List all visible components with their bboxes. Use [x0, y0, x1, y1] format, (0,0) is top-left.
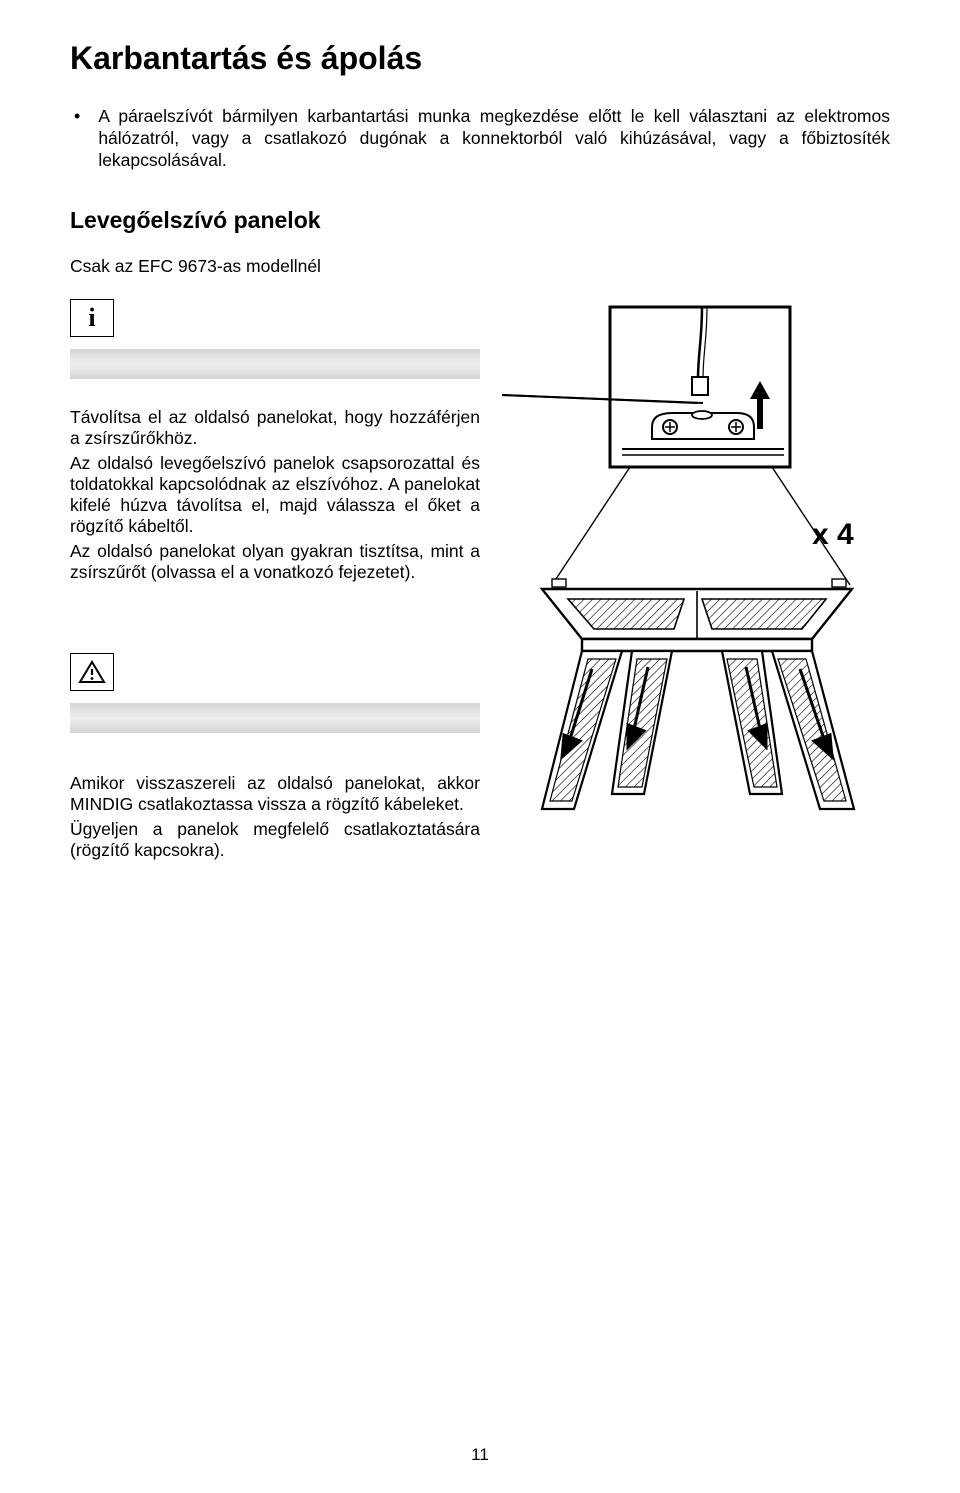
- inset-detail: [502, 307, 790, 467]
- paragraph-5: Ügyeljen a panelok megfelelő csatlakozta…: [70, 819, 480, 861]
- intro-bullet-text: A páraelszívót bármilyen karbantartási m…: [98, 105, 890, 171]
- info-icon-gradient-bar: [70, 349, 480, 379]
- warning-icon-gradient-bar: [70, 703, 480, 733]
- hood-body: [542, 579, 852, 651]
- x4-label: x 4: [812, 518, 854, 551]
- info-icon-box: i: [70, 299, 114, 337]
- paragraph-4: Amikor visszaszereli az oldalsó paneloka…: [70, 773, 480, 815]
- warning-icon: [78, 660, 106, 684]
- assembly-diagram: x 4: [502, 299, 892, 819]
- model-note: Csak az EFC 9673-as modellnél: [70, 256, 890, 277]
- paragraph-2: Az oldalsó levegőelszívó panelok csapsor…: [70, 453, 480, 537]
- bullet-dot-icon: •: [74, 105, 80, 127]
- info-icon: i: [88, 303, 95, 333]
- paragraph-3: Az oldalsó panelokat olyan gyakran tiszt…: [70, 541, 480, 583]
- page-title: Karbantartás és ápolás: [70, 40, 890, 77]
- intro-bullet: • A páraelszívót bármilyen karbantartási…: [70, 105, 890, 171]
- warning-icon-box: [70, 653, 114, 691]
- page-number: 11: [0, 1445, 960, 1465]
- section-subtitle: Levegőelszívó panelok: [70, 207, 890, 234]
- paragraph-1: Távolítsa el az oldalsó panelokat, hogy …: [70, 407, 480, 449]
